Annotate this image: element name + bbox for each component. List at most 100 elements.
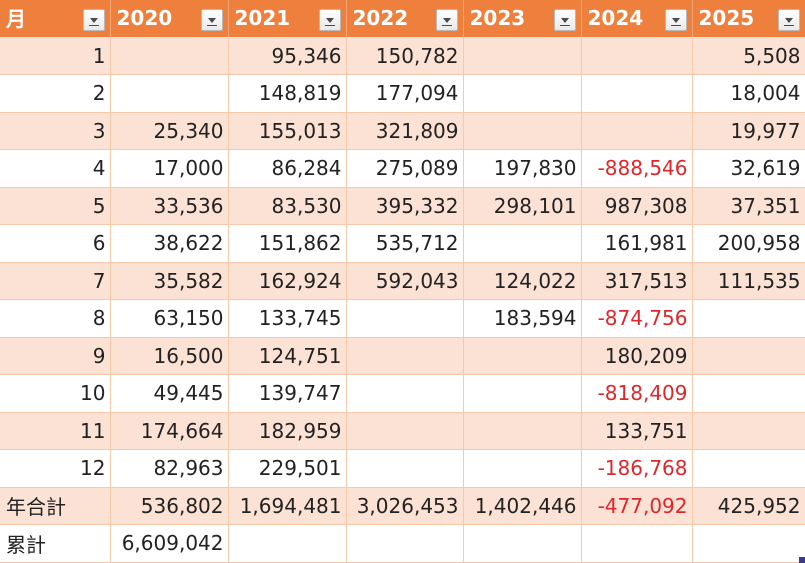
header-cell-2020[interactable]: 2020 (110, 0, 229, 37)
value-cell[interactable]: 395,332 (346, 187, 464, 225)
value-cell[interactable]: 987,308 (581, 187, 693, 225)
value-cell[interactable]: -477,092 (581, 487, 693, 525)
value-cell[interactable]: 155,013 (228, 112, 347, 150)
value-cell[interactable] (346, 449, 464, 488)
value-cell[interactable]: 133,751 (581, 412, 693, 450)
value-cell[interactable]: 3,026,453 (346, 487, 464, 525)
value-cell[interactable]: 200,958 (692, 224, 805, 263)
value-cell[interactable] (463, 74, 582, 113)
row-label-cell[interactable]: 年合計 (0, 487, 111, 525)
value-cell[interactable] (581, 112, 693, 150)
row-label-cell[interactable]: 7 (0, 262, 111, 300)
value-cell[interactable] (228, 524, 347, 563)
value-cell[interactable]: 18,004 (692, 74, 805, 113)
value-cell[interactable]: 275,089 (346, 149, 464, 188)
value-cell[interactable] (346, 337, 464, 375)
value-cell[interactable] (581, 74, 693, 113)
row-label-cell[interactable]: 1 (0, 37, 111, 75)
value-cell[interactable]: 536,802 (110, 487, 229, 525)
value-cell[interactable] (110, 74, 229, 113)
row-label-cell[interactable]: 2 (0, 74, 111, 113)
value-cell[interactable]: 229,501 (228, 449, 347, 488)
header-cell-2024[interactable]: 2024 (581, 0, 693, 37)
value-cell[interactable]: 124,751 (228, 337, 347, 375)
value-cell[interactable]: 174,664 (110, 412, 229, 450)
value-cell[interactable]: 133,745 (228, 299, 347, 338)
value-cell[interactable]: 16,500 (110, 337, 229, 375)
value-cell[interactable]: -888,546 (581, 149, 693, 188)
header-cell-2023[interactable]: 2023 (463, 0, 582, 37)
value-cell[interactable]: 161,981 (581, 224, 693, 263)
value-cell[interactable] (463, 224, 582, 263)
value-cell[interactable]: 32,619 (692, 149, 805, 188)
value-cell[interactable]: 1,402,446 (463, 487, 582, 525)
value-cell[interactable] (346, 374, 464, 413)
value-cell[interactable]: 151,862 (228, 224, 347, 263)
value-cell[interactable]: 150,782 (346, 37, 464, 75)
value-cell[interactable]: 317,513 (581, 262, 693, 300)
value-cell[interactable]: 19,977 (692, 112, 805, 150)
row-label-cell[interactable]: 累計 (0, 524, 111, 563)
value-cell[interactable] (346, 412, 464, 450)
row-label-cell[interactable]: 10 (0, 374, 111, 413)
row-label-cell[interactable]: 9 (0, 337, 111, 375)
value-cell[interactable] (463, 412, 582, 450)
row-label-cell[interactable]: 8 (0, 299, 111, 338)
value-cell[interactable]: 35,582 (110, 262, 229, 300)
value-cell[interactable]: 148,819 (228, 74, 347, 113)
header-cell-2025[interactable]: 2025 (692, 0, 805, 37)
value-cell[interactable]: 180,209 (581, 337, 693, 375)
value-cell[interactable]: 17,000 (110, 149, 229, 188)
value-cell[interactable]: 592,043 (346, 262, 464, 300)
row-label-cell[interactable]: 4 (0, 149, 111, 188)
value-cell[interactable] (110, 37, 229, 75)
value-cell[interactable]: 5,508 (692, 37, 805, 75)
value-cell[interactable]: 197,830 (463, 149, 582, 188)
value-cell[interactable]: 111,535 (692, 262, 805, 300)
value-cell[interactable]: 425,952 (692, 487, 805, 525)
header-cell-2022[interactable]: 2022 (346, 0, 464, 37)
value-cell[interactable]: 321,809 (346, 112, 464, 150)
filter-dropdown-icon[interactable] (82, 9, 105, 31)
value-cell[interactable]: 38,622 (110, 224, 229, 263)
filter-dropdown-icon[interactable] (435, 9, 458, 31)
row-label-cell[interactable]: 12 (0, 449, 111, 488)
value-cell[interactable] (463, 449, 582, 488)
value-cell[interactable] (692, 524, 805, 563)
value-cell[interactable] (463, 112, 582, 150)
value-cell[interactable]: 82,963 (110, 449, 229, 488)
value-cell[interactable] (581, 37, 693, 75)
value-cell[interactable]: 33,536 (110, 187, 229, 225)
value-cell[interactable]: -818,409 (581, 374, 693, 413)
value-cell[interactable]: 49,445 (110, 374, 229, 413)
header-cell-2021[interactable]: 2021 (228, 0, 347, 37)
value-cell[interactable]: 25,340 (110, 112, 229, 150)
value-cell[interactable] (692, 449, 805, 488)
header-cell-month[interactable]: 月 (0, 0, 111, 37)
filter-dropdown-icon[interactable] (553, 9, 576, 31)
row-label-cell[interactable]: 5 (0, 187, 111, 225)
value-cell[interactable]: 183,594 (463, 299, 582, 338)
value-cell[interactable] (692, 374, 805, 413)
value-cell[interactable]: -874,756 (581, 299, 693, 338)
filter-dropdown-icon[interactable] (200, 9, 223, 31)
value-cell[interactable] (463, 524, 582, 563)
value-cell[interactable] (692, 299, 805, 338)
value-cell[interactable]: 86,284 (228, 149, 347, 188)
value-cell[interactable]: 139,747 (228, 374, 347, 413)
value-cell[interactable] (346, 524, 464, 563)
value-cell[interactable]: 535,712 (346, 224, 464, 263)
value-cell[interactable] (463, 37, 582, 75)
value-cell[interactable]: 182,959 (228, 412, 347, 450)
value-cell[interactable] (692, 412, 805, 450)
value-cell[interactable]: 298,101 (463, 187, 582, 225)
value-cell[interactable]: 162,924 (228, 262, 347, 300)
value-cell[interactable] (346, 299, 464, 338)
value-cell[interactable] (463, 337, 582, 375)
value-cell[interactable] (692, 337, 805, 375)
row-label-cell[interactable]: 11 (0, 412, 111, 450)
value-cell[interactable]: 6,609,042 (110, 524, 229, 563)
row-label-cell[interactable]: 3 (0, 112, 111, 150)
value-cell[interactable]: -186,768 (581, 449, 693, 488)
filter-dropdown-icon[interactable] (318, 9, 341, 31)
